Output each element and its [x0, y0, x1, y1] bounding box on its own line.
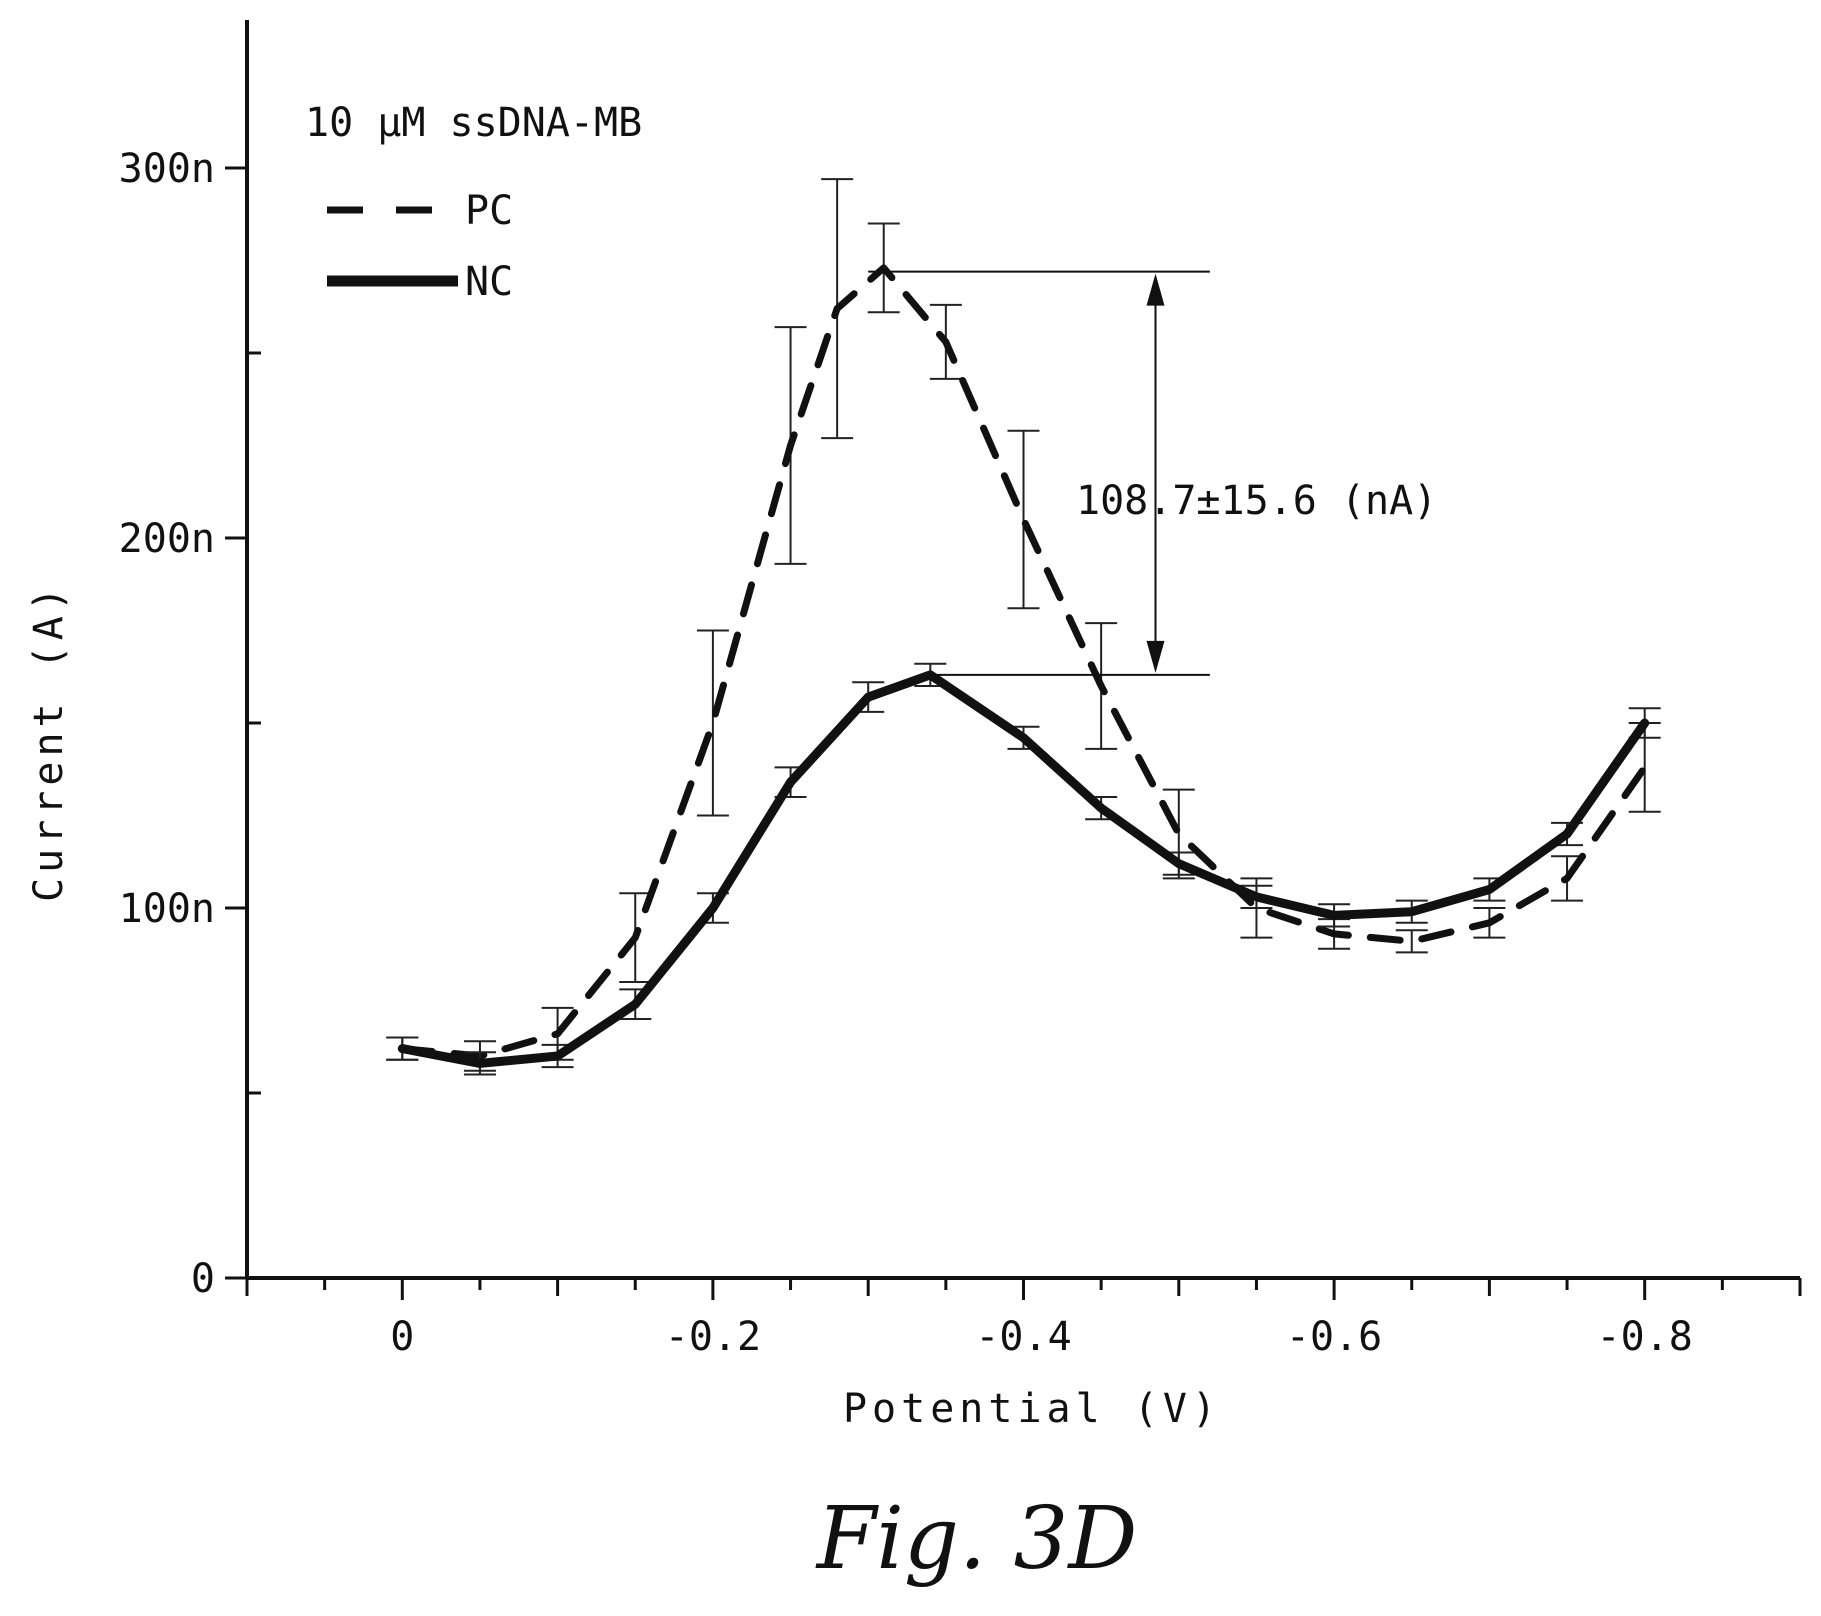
y-tick-label: 200n: [119, 516, 215, 562]
x-tick-label: -0.2: [665, 1314, 761, 1360]
annotation-label: 108.7±15.6 (nA): [1076, 478, 1437, 524]
x-tick-label: -0.6: [1286, 1314, 1382, 1360]
x-axis-title: Potential (V): [843, 1386, 1221, 1432]
nc-series-line: [397, 670, 1650, 1068]
pc-series-line: [398, 264, 1649, 1060]
annotation-arrowhead-up: [1146, 273, 1165, 306]
y-tick-label: 0: [191, 1256, 215, 1302]
y-tick-label: 300n: [119, 146, 215, 192]
legend: PC NC: [327, 188, 513, 305]
annotation-layer: 108.7±15.6 (nA): [868, 270, 1437, 676]
x-ticks: 0 -0.2 -0.4 -0.6 -0.8: [245, 1278, 1802, 1360]
x-tick-label: -0.8: [1597, 1314, 1693, 1360]
y-tick-label: 100n: [119, 886, 215, 932]
annotation-arrowhead-down: [1146, 640, 1165, 673]
y-ticks: 0 100n 200n 300n: [119, 146, 261, 1302]
series-layer: [386, 178, 1661, 1076]
x-tick-label: -0.4: [975, 1314, 1071, 1360]
figure-caption: Fig. 3D: [815, 1489, 1138, 1589]
legend-label-nc: NC: [465, 259, 513, 305]
y-axis-title: Current (A): [26, 582, 72, 902]
chart-title: 10 μM ssDNA-MB: [305, 100, 642, 146]
x-tick-label: 0: [390, 1314, 414, 1360]
legend-label-pc: PC: [465, 188, 513, 234]
